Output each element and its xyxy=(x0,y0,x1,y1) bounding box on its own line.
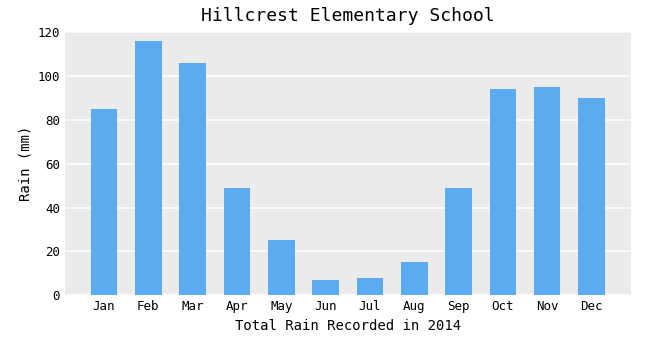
Bar xyxy=(578,98,604,295)
Bar xyxy=(357,278,384,295)
Bar xyxy=(312,280,339,295)
Title: Hillcrest Elementary School: Hillcrest Elementary School xyxy=(201,7,495,25)
Bar xyxy=(135,41,162,295)
Bar xyxy=(179,63,206,295)
Bar xyxy=(401,262,428,295)
Y-axis label: Rain (mm): Rain (mm) xyxy=(18,126,32,202)
Bar xyxy=(91,109,117,295)
Bar xyxy=(534,87,560,295)
Bar xyxy=(445,188,472,295)
Bar xyxy=(268,240,294,295)
X-axis label: Total Rain Recorded in 2014: Total Rain Recorded in 2014 xyxy=(235,319,461,333)
Bar xyxy=(224,188,250,295)
Bar xyxy=(489,89,516,295)
